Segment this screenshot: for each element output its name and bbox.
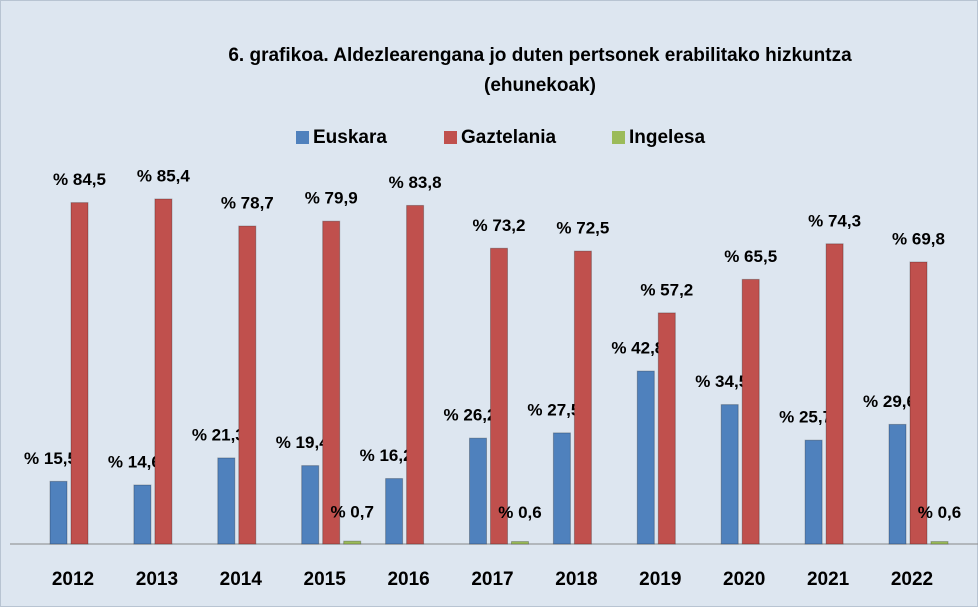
x-tick-label: 2015 <box>304 569 347 590</box>
bar <box>636 370 655 545</box>
x-tick-label: 2021 <box>807 569 850 590</box>
data-label: % 0,6 <box>498 503 541 522</box>
bar <box>657 312 676 545</box>
bar <box>909 261 928 545</box>
data-label: % 14,6 <box>108 453 161 472</box>
x-tick-label: 2013 <box>136 569 178 590</box>
x-tick-label: 2012 <box>52 569 94 590</box>
bar <box>322 220 341 545</box>
data-label: % 16,2 <box>360 446 413 465</box>
data-label: % 73,2 <box>473 216 526 235</box>
data-label: % 84,5 <box>53 170 106 189</box>
bar <box>720 404 739 545</box>
bar <box>385 478 404 545</box>
legend-label: Euskara <box>313 127 387 148</box>
data-label: % 79,9 <box>305 189 358 208</box>
data-label: % 72,5 <box>556 219 609 238</box>
data-label: % 0,7 <box>330 503 373 522</box>
x-tick-label: 2018 <box>555 569 597 590</box>
data-label: % 34,5 <box>695 372 748 391</box>
legend-label: Gaztelania <box>461 127 556 148</box>
bar <box>804 439 823 545</box>
data-label: % 26,2 <box>444 406 497 425</box>
bar <box>552 432 571 545</box>
data-label: % 25,7 <box>779 408 832 427</box>
x-tick-label: 2019 <box>639 569 681 590</box>
x-tick-label: 2022 <box>891 569 933 590</box>
bar <box>511 541 529 545</box>
legend-swatch <box>296 131 309 144</box>
x-tick-label: 2014 <box>220 569 263 590</box>
bar <box>238 225 257 545</box>
legend-swatch <box>612 131 625 144</box>
bar <box>217 457 236 545</box>
data-label: % 15,5 <box>24 449 77 468</box>
legend-label: Ingelesa <box>629 127 705 148</box>
bar <box>301 465 320 545</box>
bar <box>825 243 844 545</box>
data-label: % 69,8 <box>892 229 945 248</box>
bar <box>406 204 425 545</box>
bar <box>469 437 487 545</box>
bar <box>573 250 592 545</box>
bar <box>49 480 68 545</box>
bar <box>741 278 760 545</box>
data-label: % 85,4 <box>137 166 190 185</box>
data-label: % 29,6 <box>863 392 916 411</box>
data-label: % 27,5 <box>527 400 580 419</box>
data-label: % 83,8 <box>389 173 442 192</box>
data-label: % 57,2 <box>640 280 693 299</box>
data-label: % 0,6 <box>918 503 961 522</box>
legend-swatch <box>444 131 457 144</box>
bar <box>154 198 173 545</box>
data-label: % 21,3 <box>192 425 245 444</box>
data-label: % 78,7 <box>221 194 274 213</box>
bar <box>133 484 152 545</box>
bar <box>70 202 89 545</box>
x-tick-label: 2016 <box>387 569 429 590</box>
x-tick-label: 2020 <box>723 569 765 590</box>
data-label: % 42,8 <box>611 339 664 358</box>
data-label: % 74,3 <box>808 211 861 230</box>
bar <box>490 247 508 545</box>
data-label: % 65,5 <box>724 247 777 266</box>
chart-title: 6. grafikoa. Aldezlearengana jo duten pe… <box>228 45 852 66</box>
x-tick-label: 2017 <box>471 569 513 590</box>
data-label: % 19,4 <box>276 433 329 452</box>
bar <box>930 541 949 545</box>
chart-title: (ehunekoak) <box>484 75 596 96</box>
bar <box>343 540 362 545</box>
bar <box>888 423 907 545</box>
